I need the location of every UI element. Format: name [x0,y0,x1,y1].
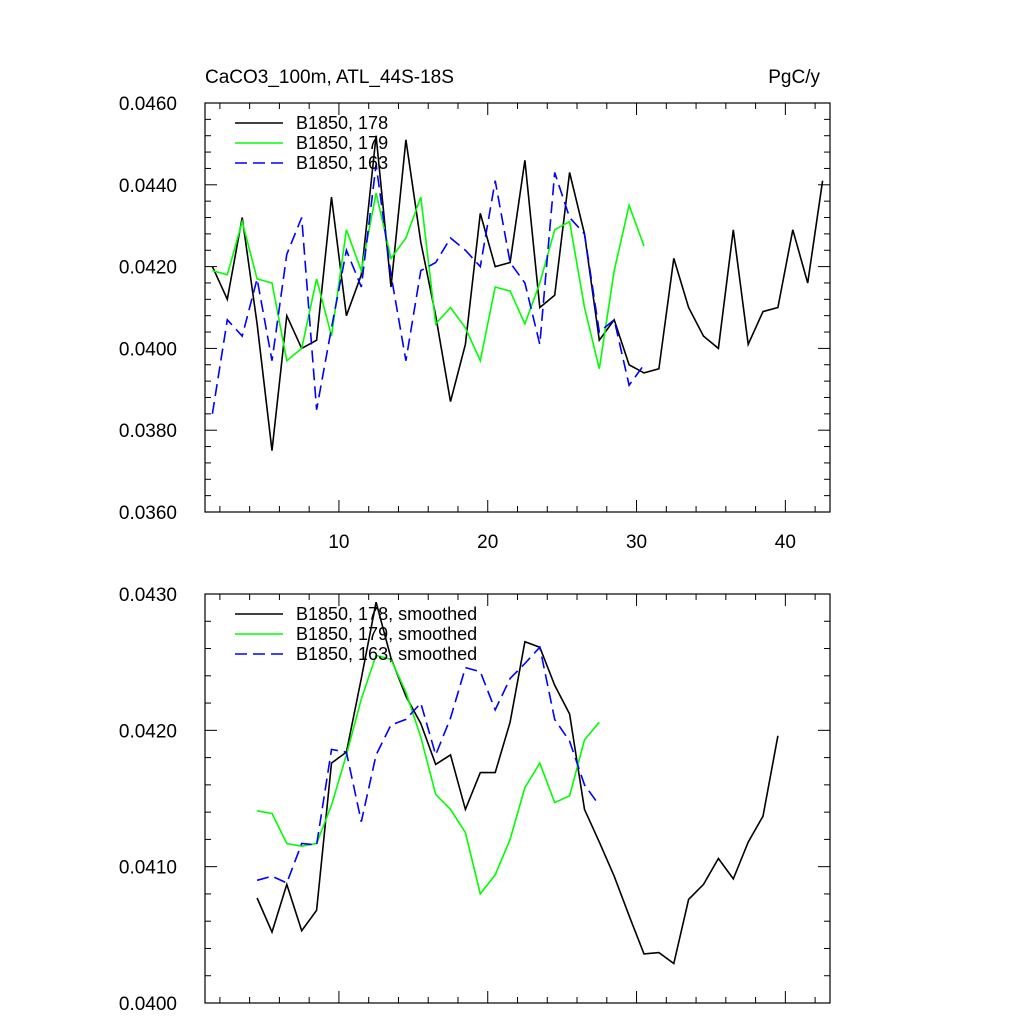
top-series-line-1 [212,192,645,369]
top-chart-title: CaCO3_100m, ATL_44S-18S [205,67,454,88]
bottom-legend-label-0: B1850, 178, smoothed [296,604,477,624]
bottom-series-line-1 [256,654,600,896]
bottom-chart: 0.0400 0.0410 0.0420 0.0430 B1850, 178, smoo… [119,585,831,1015]
bottom-series-line-2 [256,645,600,885]
top-series-line-2 [211,164,645,414]
top-y-tick-label: 0.0360 [119,503,177,524]
top-x-tick-label: 10 [328,532,349,553]
top-y-tick-label: 0.0400 [119,339,177,360]
top-chart: 10 20 30 40 0.0360 0.0380 0.0400 0.0420 0.0440 0.… [119,67,831,553]
top-y-tick-label: 0.0460 [119,94,177,115]
top-x-tick-label: 40 [775,532,796,553]
bottom-y-tick-label: 0.0400 [119,994,177,1015]
top-y-tick-label: 0.0380 [119,421,177,442]
bottom-y-tick-label: 0.0410 [119,858,177,879]
bottom-y-tick-label: 0.0420 [119,721,177,742]
top-legend-label-1: B1850, 179 [296,133,388,153]
top-units-label: PgC/y [768,67,820,88]
top-x-tick-label: 30 [626,532,647,553]
bottom-legend-label-1: B1850, 179, smoothed [296,624,477,644]
top-y-tick-label: 0.0420 [119,258,177,279]
top-y-tick-label: 0.0440 [119,176,177,197]
top-legend-label-2: B1850, 163 [296,153,388,173]
top-legend-label-0: B1850, 178 [296,113,388,133]
top-x-tick-label: 20 [477,532,498,553]
bottom-legend-label-2: B1850, 163, smoothed [296,644,477,664]
bottom-y-tick-label: 0.0430 [119,585,177,606]
bottom-series-line-0 [256,601,779,965]
top-series-line-0 [211,135,824,451]
